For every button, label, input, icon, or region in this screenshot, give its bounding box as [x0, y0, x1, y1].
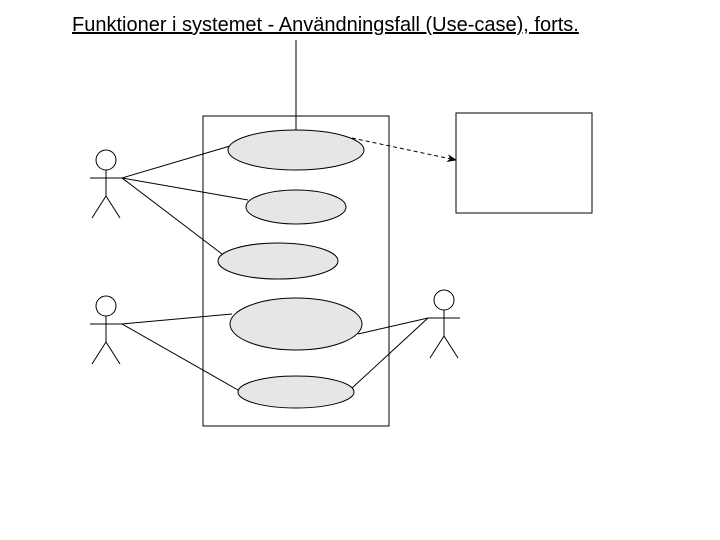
connector-2 — [122, 178, 222, 254]
use-case-uc5 — [238, 376, 354, 408]
connector-1 — [122, 178, 248, 200]
actor-right — [428, 290, 460, 358]
use-case-uc3 — [218, 243, 338, 279]
connector-6 — [352, 318, 428, 388]
use-case-uc4 — [230, 298, 362, 350]
use-cases — [218, 130, 364, 408]
connector-0 — [122, 146, 230, 178]
use-case-uc2 — [246, 190, 346, 224]
usecase-diagram — [0, 0, 720, 540]
actor-top — [90, 150, 122, 218]
actor-bottom — [90, 296, 122, 364]
connector-7 — [352, 138, 456, 160]
connector-4 — [122, 324, 238, 390]
note-box — [456, 113, 592, 213]
use-case-uc1 — [228, 130, 364, 170]
connector-5 — [358, 318, 428, 334]
connector-3 — [122, 314, 232, 324]
